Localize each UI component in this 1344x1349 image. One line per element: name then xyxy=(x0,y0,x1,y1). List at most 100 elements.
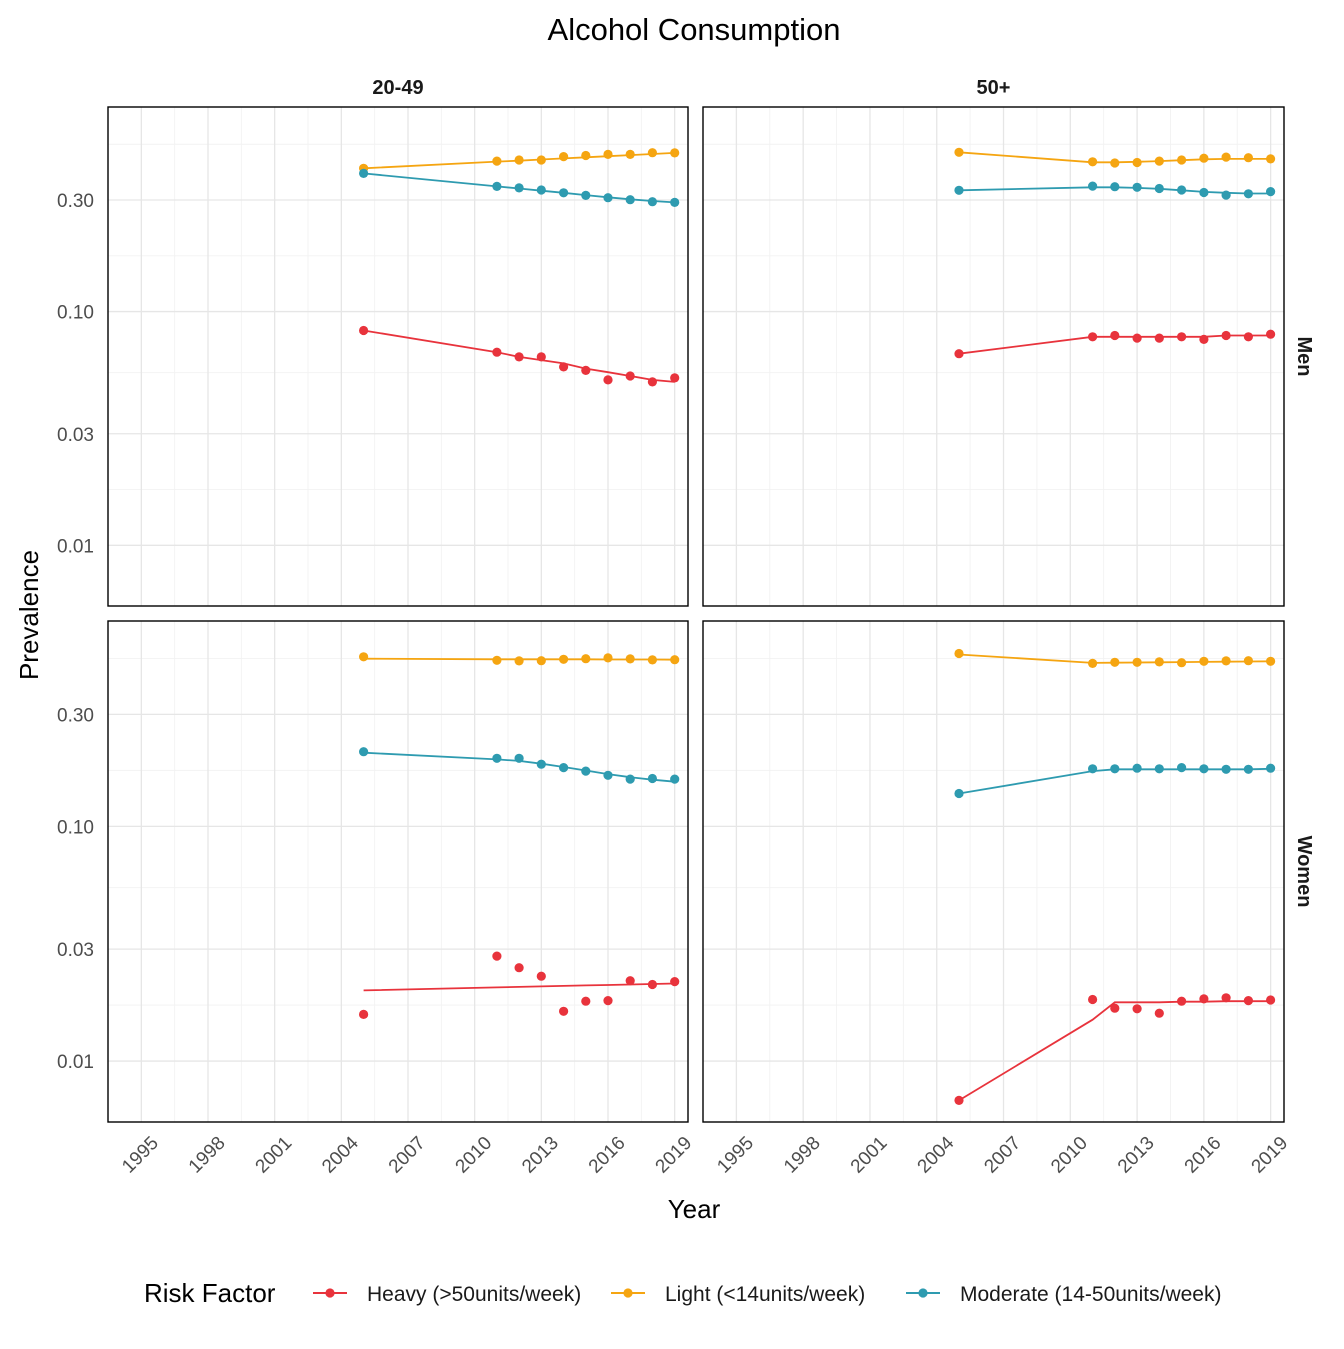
x-tick-label: 2010 xyxy=(1047,1133,1092,1178)
data-point xyxy=(536,352,546,362)
data-point xyxy=(1110,764,1120,774)
data-point xyxy=(359,325,369,336)
data-point xyxy=(670,197,680,207)
data-point xyxy=(1154,156,1164,166)
data-point xyxy=(559,1006,569,1016)
data-point xyxy=(954,788,964,799)
data-point xyxy=(625,774,635,784)
data-point xyxy=(559,188,569,198)
data-point xyxy=(536,971,546,981)
series-moderate-14-50units-week xyxy=(954,181,1276,200)
facet-column-label: 20-49 xyxy=(372,77,423,99)
x-tick-label: 1995 xyxy=(118,1133,163,1178)
data-point xyxy=(514,963,524,973)
data-point xyxy=(1132,182,1142,192)
data-point xyxy=(1088,994,1098,1005)
legend-label: Heavy (>50units/week) xyxy=(367,1283,581,1306)
data-point xyxy=(1199,764,1209,774)
data-point xyxy=(536,656,546,666)
data-point xyxy=(647,197,658,207)
data-point xyxy=(1132,333,1142,343)
series-moderate-14-50units-week xyxy=(954,763,1276,799)
data-point xyxy=(1199,334,1209,344)
data-point xyxy=(359,652,369,662)
data-point xyxy=(581,996,591,1006)
data-point xyxy=(954,147,964,157)
x-tick-label: 2019 xyxy=(652,1133,697,1178)
data-point xyxy=(954,349,964,359)
data-point xyxy=(670,373,680,383)
data-point xyxy=(359,1009,369,1020)
data-point xyxy=(647,377,658,387)
legend-key-point xyxy=(623,1288,633,1298)
data-point xyxy=(514,183,524,193)
trend-line xyxy=(958,653,1271,664)
data-point xyxy=(1199,187,1209,198)
panel-border xyxy=(702,106,1285,607)
data-point xyxy=(1221,764,1231,774)
data-point xyxy=(603,193,613,203)
data-point xyxy=(536,185,546,195)
trend-line xyxy=(958,1000,1271,1102)
legend-entry-moderate-14-50units-week: Moderate (14-50units/week) xyxy=(906,1283,1221,1306)
legend: Risk Factor Heavy (>50units/week) Light (… xyxy=(144,1278,1221,1308)
y-tick-label: 0.10 xyxy=(57,303,94,324)
data-point xyxy=(625,195,635,205)
legend-key-point xyxy=(918,1288,928,1298)
data-point xyxy=(1154,183,1164,194)
data-point xyxy=(1266,995,1276,1005)
data-point xyxy=(492,951,502,961)
data-point xyxy=(1088,658,1098,669)
trend-line xyxy=(958,767,1271,795)
data-point xyxy=(1154,657,1164,667)
chart-title: Alcohol Consumption xyxy=(548,12,841,47)
data-point xyxy=(670,774,680,784)
data-point xyxy=(670,655,680,665)
y-tick-label: 0.10 xyxy=(57,817,94,838)
panels-layer: 20-490.010.030.100.3050+Men0.010.030.100… xyxy=(57,77,1315,1178)
data-point xyxy=(581,150,591,161)
data-point xyxy=(1266,154,1276,164)
x-tick-label: 2004 xyxy=(914,1132,959,1177)
x-tick-label: 2001 xyxy=(252,1133,297,1178)
series-light-14units-week xyxy=(954,648,1276,669)
panel-border xyxy=(107,620,689,1123)
data-point xyxy=(1154,764,1164,774)
data-point xyxy=(625,149,635,159)
facet-row-label: Women xyxy=(1293,836,1315,908)
data-point xyxy=(1177,332,1187,342)
x-tick-label: 1998 xyxy=(780,1133,825,1178)
trend-line xyxy=(958,186,1271,195)
data-point xyxy=(647,655,658,665)
data-point xyxy=(1132,157,1142,168)
panel-women-20-49: 0.01 0.03 0.10 0.30 1995 1998 2001 2004 2007 2010… xyxy=(57,620,697,1178)
x-tick-label: 2007 xyxy=(980,1133,1025,1178)
trend-line xyxy=(958,334,1271,355)
data-point xyxy=(1177,658,1187,668)
data-point xyxy=(1154,1008,1164,1018)
data-point xyxy=(1177,763,1187,773)
data-point xyxy=(670,977,680,987)
trend-line xyxy=(363,657,675,661)
data-point xyxy=(1088,157,1098,167)
data-point xyxy=(1177,996,1187,1006)
data-point xyxy=(1110,158,1120,168)
data-point xyxy=(514,656,524,666)
data-point xyxy=(359,747,369,757)
data-point xyxy=(559,362,569,372)
data-point xyxy=(1199,656,1209,666)
data-point xyxy=(603,653,613,663)
data-point xyxy=(670,148,680,158)
panel-women-50: Women 1995 1998 2001 2004 2007 2010 2013 2016 201… xyxy=(702,620,1315,1178)
data-point xyxy=(1110,330,1120,341)
y-tick-label: 0.30 xyxy=(57,191,94,212)
data-point xyxy=(1177,185,1187,195)
data-point xyxy=(559,152,569,162)
data-point xyxy=(954,1095,964,1105)
data-point xyxy=(1266,329,1276,339)
data-point xyxy=(603,375,613,385)
y-tick-label: 0.03 xyxy=(57,940,94,961)
data-point xyxy=(1132,1004,1142,1014)
data-point xyxy=(1243,764,1253,774)
